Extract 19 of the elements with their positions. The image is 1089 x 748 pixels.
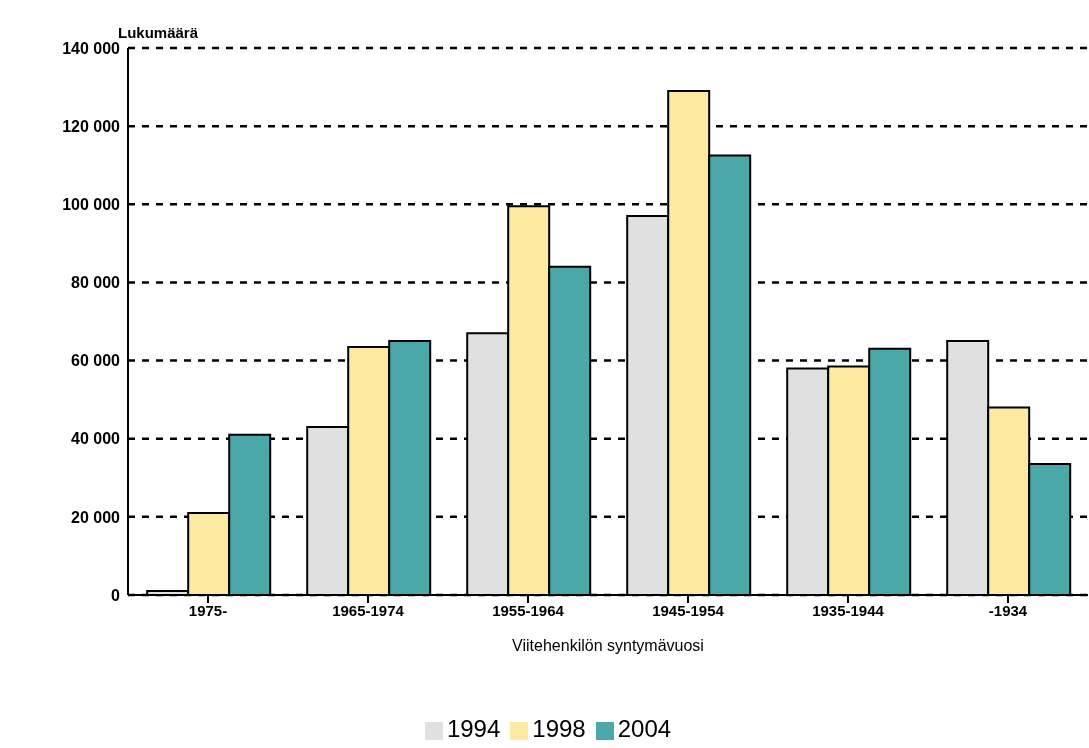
y-tick-label: 60 000 — [71, 352, 121, 370]
y-axis-title: Lukumäärä — [118, 24, 199, 41]
x-tick-label: 1965-1974 — [332, 601, 405, 619]
legend-label: 2004 — [617, 715, 672, 742]
y-tick-label: 0 — [111, 586, 121, 604]
legend-label: 1994 — [446, 715, 501, 742]
x-tick-label: 1945-1954 — [652, 601, 725, 619]
x-tick-label: 1955-1964 — [492, 601, 565, 619]
y-tick-label: 140 000 — [62, 39, 121, 57]
x-tick-label: 1935-1944 — [812, 601, 885, 619]
y-tick-label: 120 000 — [62, 117, 121, 135]
y-tick-label: 100 000 — [62, 195, 121, 213]
y-tick-label: 20 000 — [71, 508, 121, 526]
y-tick-label: 40 000 — [71, 430, 121, 448]
y-tick-label: 80 000 — [71, 274, 121, 292]
x-tick-label: -1934 — [988, 601, 1028, 619]
x-axis-title: Viitehenkilön syntymävuosi — [512, 637, 704, 655]
legend-label: 1998 — [532, 715, 586, 742]
x-tick-label: 1975- — [188, 601, 228, 619]
